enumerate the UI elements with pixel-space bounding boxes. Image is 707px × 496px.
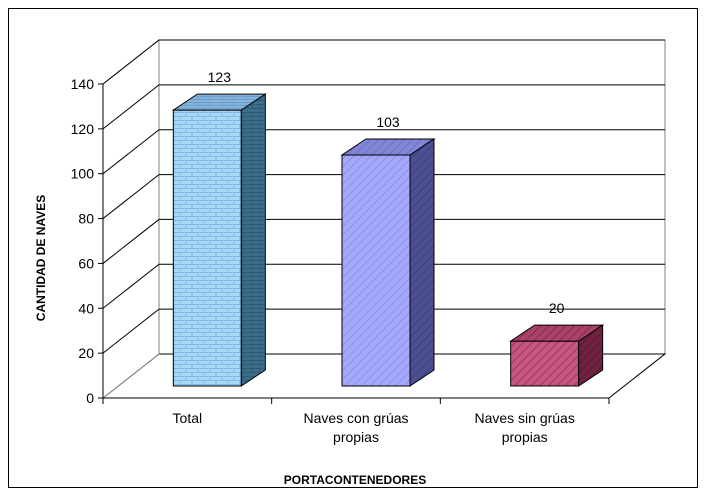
bar-front	[172, 109, 242, 387]
category-label-line: propias	[333, 429, 379, 445]
bar-side	[409, 138, 435, 387]
bar-side	[578, 324, 604, 387]
bar	[340, 138, 436, 387]
gridline	[102, 263, 665, 309]
category-label-line: propias	[502, 429, 548, 445]
category-label: Naves sin grúas propias	[474, 410, 574, 445]
y-tick-label: 40	[78, 300, 94, 316]
y-tick-label: 120	[71, 121, 95, 137]
bar-side	[240, 93, 266, 387]
y-axis-title: CANTIDAD DE NAVES	[34, 195, 48, 321]
y-tick-label: 60	[78, 255, 94, 271]
y-tick-label: 140	[71, 76, 95, 92]
bars	[171, 93, 605, 387]
y-tick-label: 100	[71, 166, 95, 182]
gridlines	[102, 39, 665, 354]
gridline	[102, 129, 665, 175]
category-label-line: Naves sin grúas	[474, 410, 574, 426]
category-label-line: Naves con grúas	[303, 410, 408, 426]
y-tick-label: 20	[78, 345, 94, 361]
gridline	[102, 218, 665, 264]
gridline	[102, 174, 665, 219]
category-label: Naves con grúas propias	[303, 410, 408, 445]
x-axis-title: PORTACONTENEDORES	[284, 473, 426, 487]
data-label: 103	[376, 114, 400, 130]
data-label: 123	[208, 69, 232, 85]
bar-front	[510, 340, 580, 387]
gridline	[102, 84, 665, 130]
side-wall	[102, 38, 160, 400]
y-tick-label: 0	[86, 390, 94, 406]
labels: 123 Total 103 Naves con grúas propias 20 Naves…	[173, 69, 575, 445]
bar-front	[341, 154, 411, 387]
axes: 0 20 40 60 80 100 120 140	[71, 76, 610, 406]
category-label-line: Total	[173, 410, 203, 426]
y-tick-label: 80	[78, 211, 94, 227]
data-label: 20	[549, 300, 565, 316]
category-label: Total	[173, 410, 203, 426]
gridline	[102, 39, 665, 85]
bar	[509, 324, 605, 387]
gridline	[102, 308, 665, 354]
bar	[171, 93, 267, 387]
